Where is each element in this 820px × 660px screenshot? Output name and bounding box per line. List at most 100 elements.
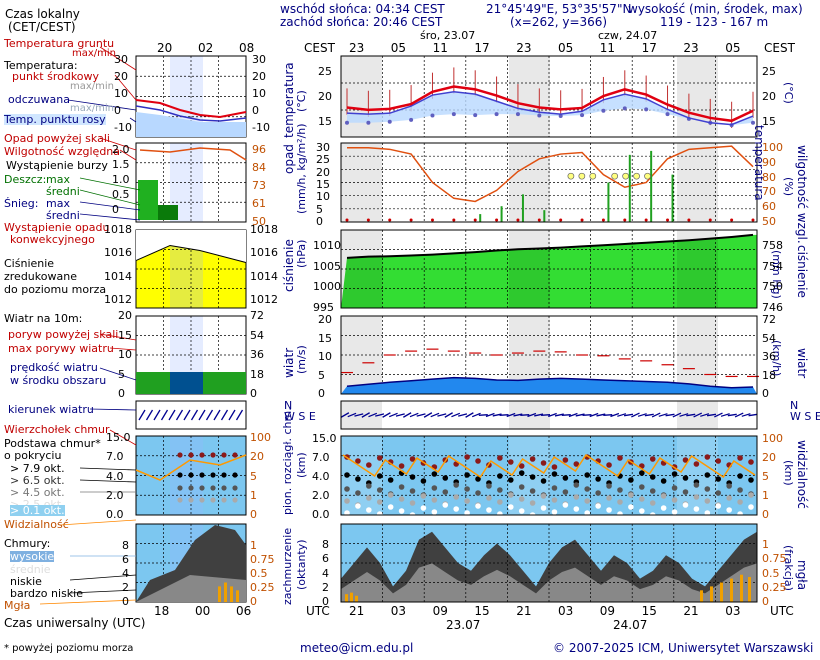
wind-arrow	[354, 413, 364, 417]
temp-axis-title: temperatura	[282, 62, 296, 138]
legend-cloud-tick: 15.0	[106, 431, 131, 444]
legend-cloud-tick: 2.0	[106, 488, 124, 502]
legend-precip-tick: 1.0	[112, 173, 130, 186]
utc-day1-label: 23.07	[446, 618, 481, 632]
fog-bar	[710, 586, 713, 602]
legend-middle: średnie	[10, 563, 51, 576]
legend-wind-arrow	[190, 409, 199, 421]
press-tick-right: 746	[762, 301, 783, 314]
press-tick: 995	[313, 301, 334, 314]
legend-connector-line	[114, 74, 137, 101]
cloud-base-dot	[628, 492, 634, 498]
wind-arrow	[499, 414, 509, 416]
legend-soil-temp: Temperatura gruntu	[4, 37, 115, 50]
cloud-base-dot	[507, 504, 514, 510]
press-tick-right: 750	[762, 280, 783, 294]
cest-label-left: CEST	[304, 41, 335, 55]
cloud-base-dot	[671, 485, 678, 491]
wind-arrow	[368, 412, 378, 418]
cloud-base-dot	[682, 475, 689, 481]
cloud-base-dot	[540, 460, 547, 466]
temp-tick-left: 20	[318, 90, 332, 103]
legend-wind-tick: 10	[118, 348, 132, 361]
wind-arrow	[437, 413, 447, 417]
storm-marker	[633, 172, 640, 180]
cloud-base-dot	[486, 483, 492, 489]
legend-press-tick: 1018	[104, 223, 132, 236]
wind-arrow	[727, 413, 737, 417]
legend-cloud-dot	[221, 485, 227, 491]
legend-cloud-tick: 0.0	[106, 508, 124, 521]
precip-panel-frame	[340, 142, 758, 223]
cloud-base-dot	[682, 489, 689, 495]
fog-tick: 0.25	[762, 580, 787, 594]
legend-cloud-night-band	[170, 436, 203, 515]
cloud-base-dot	[671, 471, 678, 477]
legend-hum-tick: 61	[252, 197, 266, 210]
legend-temp-tick-right: 0	[252, 104, 259, 117]
cloud-base-dot	[737, 455, 743, 461]
legend-fog-bar	[236, 590, 239, 602]
wind-arrow	[596, 413, 606, 417]
cest-tick-label: 05	[390, 41, 407, 55]
cloud-base-dot	[431, 485, 438, 491]
fog-bar	[355, 595, 358, 602]
wind-arrow	[548, 412, 557, 418]
hum-axis-title: wilgotność wzgl.	[795, 145, 809, 244]
cloud-base-dot	[649, 456, 656, 462]
wind-arrow	[582, 414, 592, 416]
legend-connector-line	[99, 137, 137, 151]
legend-wind-arrow	[153, 409, 161, 421]
legend-cloud-dot	[232, 452, 238, 458]
precip-tick: 30	[316, 141, 330, 154]
cloud-tick: 4.0	[312, 470, 330, 483]
legend-wind-arrow	[160, 409, 169, 421]
precip-bar	[479, 214, 482, 222]
legend-cover-tick: 4	[122, 567, 129, 580]
legend-press-tick-right: 1012	[250, 293, 278, 306]
cloud-base-dot	[442, 475, 449, 481]
legend-local-time: Czas lokalny	[5, 7, 80, 21]
temp-axis-unit-right: (°C)	[782, 82, 795, 104]
legend-wind-arrow	[168, 409, 176, 421]
legend-wind-tick-right: 0	[250, 387, 257, 400]
wind-arrow	[395, 413, 405, 417]
legend-temp-mid-line	[135, 99, 247, 119]
temp-dew-point-dot	[387, 119, 392, 124]
cloud-base-dot	[748, 492, 754, 498]
utc-tick-label: 03	[725, 604, 741, 618]
legend-storm: Wystąpienie burzy	[6, 159, 108, 172]
temp-mid-line	[346, 85, 754, 123]
legend-cloud-frame	[135, 435, 247, 516]
legend-fog-tick: 0.5	[250, 567, 268, 580]
wind-arrow	[617, 413, 627, 417]
legend-fog-bar	[224, 582, 227, 602]
temp-dew-point-dot	[515, 112, 520, 117]
temp-dew-point-dot	[558, 114, 563, 119]
utc-tick-label: 21	[349, 604, 365, 618]
cloud-base-dot	[366, 495, 372, 501]
cloud-base-dot	[551, 471, 558, 477]
utc-tick-label: 09	[599, 604, 616, 618]
utc-tick-label: 15	[641, 604, 657, 618]
legend-high: wysokie	[10, 550, 55, 563]
cloud-base-dot	[398, 484, 405, 490]
legend-press-tick: 1016	[104, 246, 132, 260]
legend-max-min: max/min	[70, 81, 115, 92]
footer-email[interactable]: meteo@icm.edu.pl	[300, 641, 414, 655]
cloud-base-dot	[737, 487, 743, 493]
wind-arrow	[458, 413, 468, 417]
legend-mid-point: punkt środkowy	[12, 70, 100, 83]
legend-wind-arrow	[205, 409, 214, 421]
precip-baseline-dot	[345, 218, 349, 222]
legend-wind-arrow	[175, 409, 184, 421]
wind-arrow	[465, 412, 474, 418]
legend-connector-line	[129, 117, 137, 123]
cloud-base-dot	[737, 499, 743, 505]
cloud-base-dot	[464, 510, 470, 516]
cloud-base-dot	[617, 499, 623, 505]
cloud-base-dot	[518, 463, 525, 469]
legend-rain-mean-bars	[158, 205, 178, 220]
legend-cloud-tick: 7.0	[106, 450, 124, 464]
legend-c25: > 2.5 okt.	[10, 499, 65, 510]
